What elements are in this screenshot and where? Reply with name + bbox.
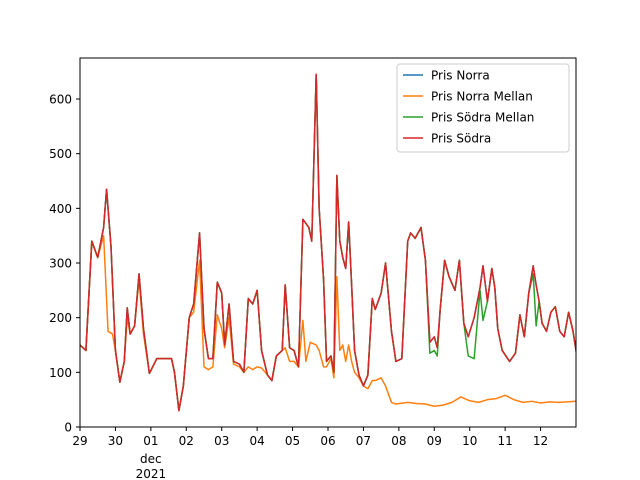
- x-tick-label: 02: [179, 434, 194, 448]
- y-axis: 0 100 200 300 400 500 600: [49, 93, 80, 435]
- x-tick-label: 08: [391, 434, 406, 448]
- x-tick-label: 05: [285, 434, 300, 448]
- y-tick-label: 400: [49, 202, 72, 216]
- y-tick-label: 600: [49, 93, 72, 107]
- x-tick-label: 07: [356, 434, 371, 448]
- series-layer: [80, 73, 576, 412]
- legend-label-0: Pris Norra: [431, 69, 490, 83]
- x-tick-label: 09: [427, 434, 442, 448]
- legend-label-1: Pris Norra Mellan: [431, 90, 533, 104]
- legend-label-3: Pris Södra: [431, 132, 491, 146]
- x-tick-label: 06: [320, 434, 335, 448]
- y-tick-label: 200: [49, 311, 72, 325]
- y-tick-label: 100: [49, 366, 72, 380]
- x-tick-label: 29: [72, 434, 87, 448]
- series-line-3: [80, 73, 576, 412]
- legend-label-2: Pris Södra Mellan: [431, 111, 534, 125]
- y-tick-label: 0: [64, 421, 72, 435]
- legend-items: Pris Norra Pris Norra Mellan Pris Södra Me…: [403, 69, 534, 146]
- y-tick-label: 500: [49, 147, 72, 161]
- x-tick-label: 11: [498, 434, 513, 448]
- x-tick-label: 10: [462, 434, 477, 448]
- x-tick-label: 04: [250, 434, 265, 448]
- x-tick-label: 30: [108, 434, 123, 448]
- x-tick-sublabel: dec: [140, 452, 162, 466]
- x-tick-sublabel: 2021: [136, 467, 167, 480]
- x-tick-label: 03: [214, 434, 229, 448]
- x-tick-label: 01: [143, 434, 158, 448]
- legend: Pris Norra Pris Norra Mellan Pris Södra Me…: [396, 63, 570, 153]
- x-tick-label: 12: [533, 434, 548, 448]
- plot-area: [79, 57, 577, 428]
- legend-box: [396, 63, 570, 153]
- y-tick-label: 300: [49, 257, 72, 271]
